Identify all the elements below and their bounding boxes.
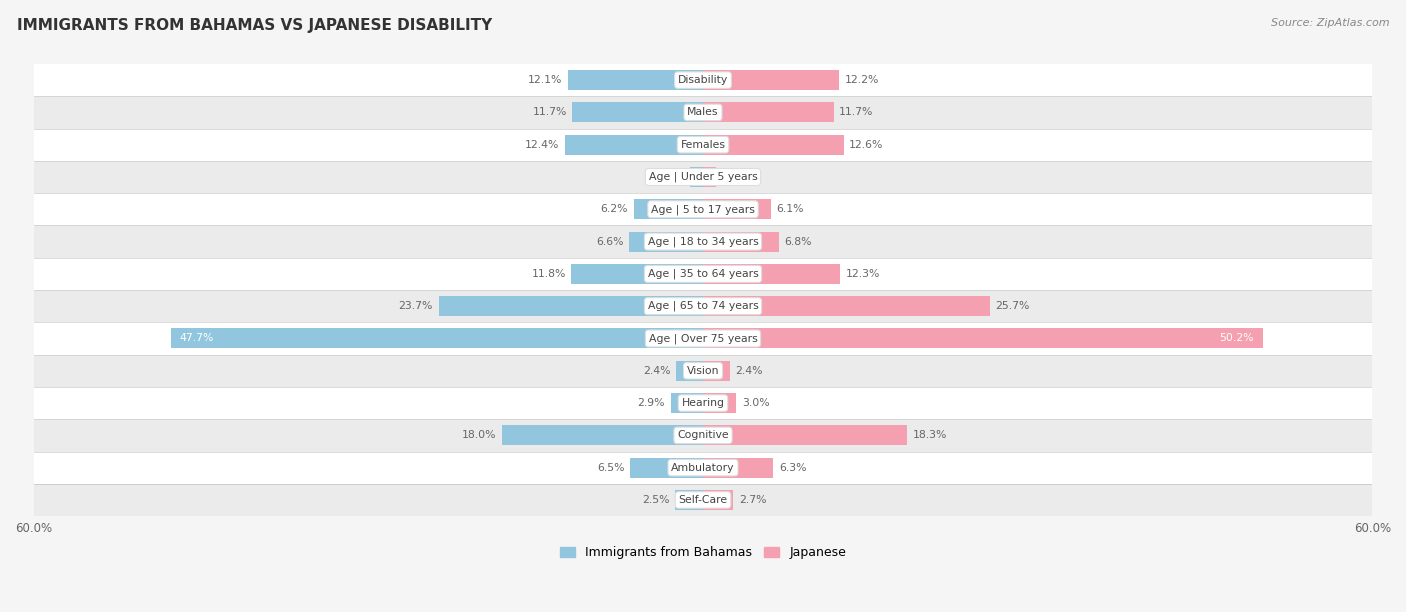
Text: Males: Males (688, 107, 718, 118)
Text: 18.0%: 18.0% (463, 430, 496, 441)
Bar (34, 96, 1372, 129)
Bar (34, 225, 1372, 258)
Text: IMMIGRANTS FROM BAHAMAS VS JAPANESE DISABILITY: IMMIGRANTS FROM BAHAMAS VS JAPANESE DISA… (17, 18, 492, 34)
Bar (703, 360, 730, 381)
Bar (703, 167, 717, 187)
Bar (170, 329, 703, 348)
Bar (439, 296, 703, 316)
Text: 12.3%: 12.3% (846, 269, 880, 279)
Text: Age | Over 75 years: Age | Over 75 years (648, 333, 758, 344)
Bar (630, 231, 703, 252)
Text: 2.5%: 2.5% (643, 495, 669, 505)
Bar (703, 458, 773, 478)
Bar (34, 354, 1372, 387)
Text: 1.2%: 1.2% (721, 172, 749, 182)
Bar (34, 161, 1372, 193)
Text: 12.1%: 12.1% (529, 75, 562, 85)
Text: 6.5%: 6.5% (598, 463, 624, 472)
Text: 6.1%: 6.1% (776, 204, 804, 214)
Text: 12.6%: 12.6% (849, 140, 883, 150)
Bar (502, 425, 703, 446)
Text: 6.8%: 6.8% (785, 237, 811, 247)
Text: 2.4%: 2.4% (643, 366, 671, 376)
Bar (34, 484, 1372, 516)
Bar (568, 70, 703, 90)
Bar (689, 167, 703, 187)
Bar (703, 490, 733, 510)
Text: 11.7%: 11.7% (839, 107, 873, 118)
Text: Age | Under 5 years: Age | Under 5 years (648, 172, 758, 182)
Text: 11.8%: 11.8% (531, 269, 565, 279)
Bar (703, 393, 737, 413)
Text: 12.4%: 12.4% (524, 140, 560, 150)
Bar (703, 231, 779, 252)
Text: 6.6%: 6.6% (596, 237, 624, 247)
Bar (34, 323, 1372, 354)
Bar (671, 393, 703, 413)
Text: Ambulatory: Ambulatory (671, 463, 735, 472)
Text: 1.2%: 1.2% (657, 172, 685, 182)
Bar (703, 200, 770, 219)
Text: Age | 18 to 34 years: Age | 18 to 34 years (648, 236, 758, 247)
Text: Age | 35 to 64 years: Age | 35 to 64 years (648, 269, 758, 279)
Bar (634, 200, 703, 219)
Text: 25.7%: 25.7% (995, 301, 1029, 311)
Text: 12.2%: 12.2% (845, 75, 879, 85)
Text: 6.3%: 6.3% (779, 463, 807, 472)
Text: 50.2%: 50.2% (1219, 334, 1254, 343)
Bar (565, 135, 703, 155)
Bar (34, 258, 1372, 290)
Bar (34, 129, 1372, 161)
Text: 2.7%: 2.7% (738, 495, 766, 505)
Text: 47.7%: 47.7% (180, 334, 214, 343)
Bar (630, 458, 703, 478)
Text: 11.7%: 11.7% (533, 107, 567, 118)
Text: Age | 65 to 74 years: Age | 65 to 74 years (648, 301, 758, 312)
Text: 6.2%: 6.2% (600, 204, 628, 214)
Bar (34, 452, 1372, 484)
Text: Vision: Vision (686, 366, 720, 376)
Text: 18.3%: 18.3% (912, 430, 948, 441)
Text: 3.0%: 3.0% (742, 398, 769, 408)
Text: Disability: Disability (678, 75, 728, 85)
Bar (572, 102, 703, 122)
Bar (34, 419, 1372, 452)
Bar (676, 360, 703, 381)
Bar (34, 387, 1372, 419)
Text: Females: Females (681, 140, 725, 150)
Bar (703, 296, 990, 316)
Text: 2.4%: 2.4% (735, 366, 763, 376)
Bar (703, 264, 841, 284)
Bar (703, 102, 834, 122)
Text: Hearing: Hearing (682, 398, 724, 408)
Text: Source: ZipAtlas.com: Source: ZipAtlas.com (1271, 18, 1389, 28)
Bar (34, 290, 1372, 323)
Bar (703, 135, 844, 155)
Bar (34, 64, 1372, 96)
Text: Cognitive: Cognitive (678, 430, 728, 441)
Text: 2.9%: 2.9% (637, 398, 665, 408)
Bar (675, 490, 703, 510)
Legend: Immigrants from Bahamas, Japanese: Immigrants from Bahamas, Japanese (555, 541, 851, 564)
Bar (571, 264, 703, 284)
Bar (34, 193, 1372, 225)
Bar (703, 70, 839, 90)
Bar (703, 425, 907, 446)
Text: Self-Care: Self-Care (679, 495, 727, 505)
Text: 23.7%: 23.7% (399, 301, 433, 311)
Text: Age | 5 to 17 years: Age | 5 to 17 years (651, 204, 755, 215)
Bar (703, 329, 1263, 348)
